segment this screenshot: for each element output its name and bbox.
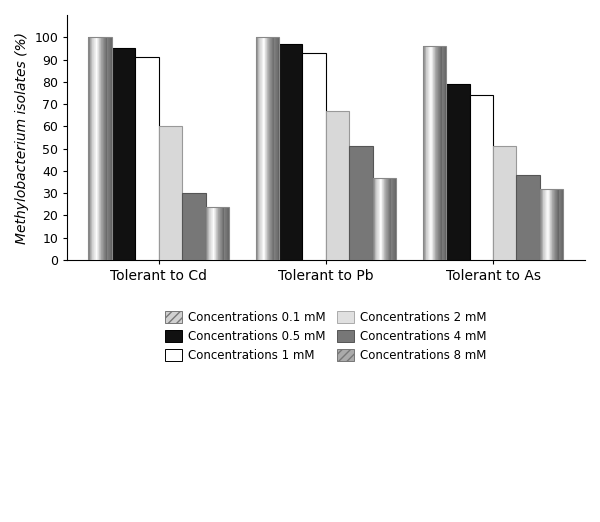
Bar — [349, 147, 373, 260]
Bar — [302, 53, 326, 260]
Bar — [88, 37, 112, 260]
Y-axis label: Methylobacterium isolates (%): Methylobacterium isolates (%) — [15, 31, 29, 244]
Bar — [373, 177, 396, 260]
Bar — [182, 193, 206, 260]
Bar — [423, 46, 446, 260]
Bar — [493, 147, 517, 260]
Legend: Concentrations 0.1 mM, Concentrations 0.5 mM, Concentrations 1 mM, Concentration: Concentrations 0.1 mM, Concentrations 0.… — [162, 307, 490, 365]
Bar — [470, 95, 493, 260]
Bar — [256, 37, 279, 260]
Bar — [112, 49, 136, 260]
Bar — [326, 111, 349, 260]
Bar — [136, 57, 159, 260]
Bar — [540, 189, 563, 260]
Bar — [159, 126, 182, 260]
Bar — [517, 175, 540, 260]
Bar — [279, 44, 302, 260]
Bar — [446, 84, 470, 260]
Bar — [206, 207, 229, 260]
